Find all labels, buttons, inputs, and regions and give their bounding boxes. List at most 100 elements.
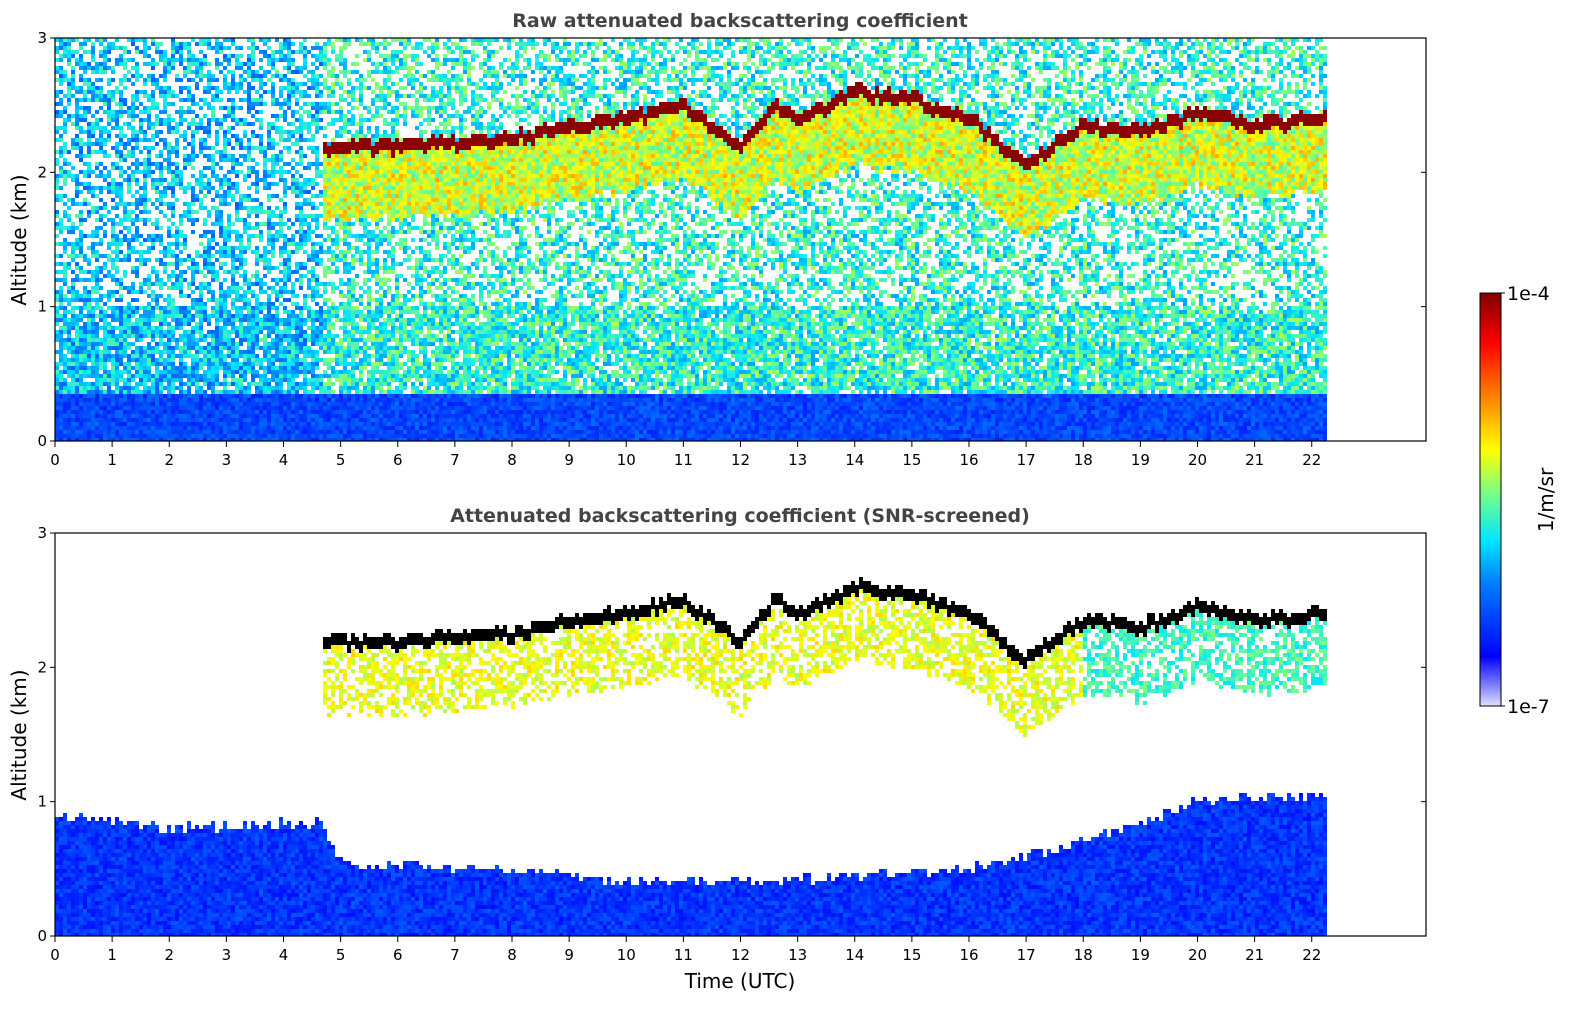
heatmap-cell [239, 62, 243, 66]
heatmap-cell [315, 334, 319, 338]
heatmap-cell [335, 130, 339, 134]
heatmap-cell [171, 354, 175, 358]
heatmap-cell [187, 90, 191, 94]
heatmap-cell [235, 270, 239, 274]
heatmap-cell [287, 138, 291, 142]
heatmap-cell [319, 390, 323, 394]
heatmap-cell [239, 234, 243, 238]
heatmap-cell [151, 386, 155, 390]
heatmap-cell [295, 110, 299, 114]
heatmap-cell [215, 410, 219, 414]
heatmap-cell [79, 434, 83, 438]
heatmap-cell [203, 146, 207, 150]
heatmap-cell [143, 378, 147, 382]
heatmap-cell [247, 398, 251, 402]
heatmap-cell [155, 366, 159, 370]
heatmap-cell [259, 430, 263, 434]
heatmap-cell [223, 290, 227, 294]
heatmap-cell [327, 154, 331, 158]
heatmap-cell [87, 366, 91, 370]
heatmap-cell [267, 134, 271, 138]
heatmap-cell [303, 394, 307, 398]
heatmap-cell [255, 326, 259, 330]
heatmap-cell [163, 86, 167, 90]
heatmap-cell [143, 358, 147, 362]
heatmap-cell [131, 174, 135, 178]
heatmap-cell [239, 86, 243, 90]
heatmap-cell [123, 122, 127, 126]
heatmap-cell [315, 274, 319, 278]
heatmap-cell [191, 230, 195, 234]
heatmap-cell [55, 70, 59, 74]
heatmap-cell [239, 254, 243, 258]
heatmap-cell [327, 250, 331, 254]
heatmap-cell [171, 426, 175, 430]
heatmap-cell [71, 366, 75, 370]
heatmap-cell [243, 350, 247, 354]
heatmap-cell [187, 266, 191, 270]
heatmap-cell [223, 154, 227, 158]
heatmap-cell [339, 126, 343, 130]
heatmap-cell [151, 350, 155, 354]
heatmap-cell [111, 422, 115, 426]
heatmap-cell [255, 410, 259, 414]
heatmap-cell [299, 94, 303, 98]
heatmap-cell [247, 150, 251, 154]
heatmap-cell [155, 314, 159, 318]
heatmap-cell [231, 338, 235, 342]
heatmap-cell [127, 370, 131, 374]
heatmap-cell [319, 418, 323, 422]
heatmap-cell [271, 146, 275, 150]
heatmap-cell [287, 170, 291, 174]
heatmap-cell [79, 250, 83, 254]
heatmap-cell [131, 58, 135, 62]
heatmap-cell [323, 314, 327, 318]
heatmap-cell [59, 318, 63, 322]
heatmap-cell [95, 210, 99, 214]
heatmap-cell [131, 218, 135, 222]
heatmap-cell [215, 430, 219, 434]
heatmap-cell [59, 254, 63, 258]
heatmap-cell [215, 438, 219, 441]
heatmap-cell [91, 82, 95, 86]
heatmap-cell [191, 266, 195, 270]
heatmap-cell [139, 334, 143, 338]
heatmap-cell [115, 46, 119, 50]
heatmap-cell [87, 130, 91, 134]
heatmap-cell [315, 46, 319, 50]
heatmap-cell [63, 370, 67, 374]
heatmap-cell [271, 194, 275, 198]
heatmap-cell [235, 90, 239, 94]
heatmap-cell [171, 94, 175, 98]
heatmap-cell [179, 370, 183, 374]
heatmap-cell [287, 326, 291, 330]
heatmap-cell [275, 330, 279, 334]
heatmap-cell [75, 126, 79, 130]
heatmap-cell [95, 166, 99, 170]
heatmap-cell [315, 226, 319, 230]
heatmap-cell [67, 310, 71, 314]
heatmap-cell [335, 166, 339, 170]
heatmap-cell [195, 298, 199, 302]
heatmap-cell [163, 386, 167, 390]
heatmap-cell [207, 430, 211, 434]
heatmap-cell [179, 346, 183, 350]
heatmap-cell [267, 78, 271, 82]
heatmap-cell [239, 266, 243, 270]
heatmap-cell [339, 134, 343, 138]
heatmap-cell [83, 186, 87, 190]
heatmap-cell [247, 38, 251, 42]
heatmap-cell [307, 214, 311, 218]
heatmap-cell [279, 414, 283, 418]
heatmap-cell [167, 306, 171, 310]
heatmap-cell [323, 170, 327, 174]
heatmap-cell [183, 134, 187, 138]
heatmap-cell [159, 94, 163, 98]
heatmap-cell [163, 58, 167, 62]
heatmap-cell [223, 106, 227, 110]
heatmap-cell [91, 114, 95, 118]
heatmap-cell [239, 314, 243, 318]
heatmap-cell [279, 410, 283, 414]
heatmap-cell [291, 234, 295, 238]
heatmap-cell [119, 174, 123, 178]
